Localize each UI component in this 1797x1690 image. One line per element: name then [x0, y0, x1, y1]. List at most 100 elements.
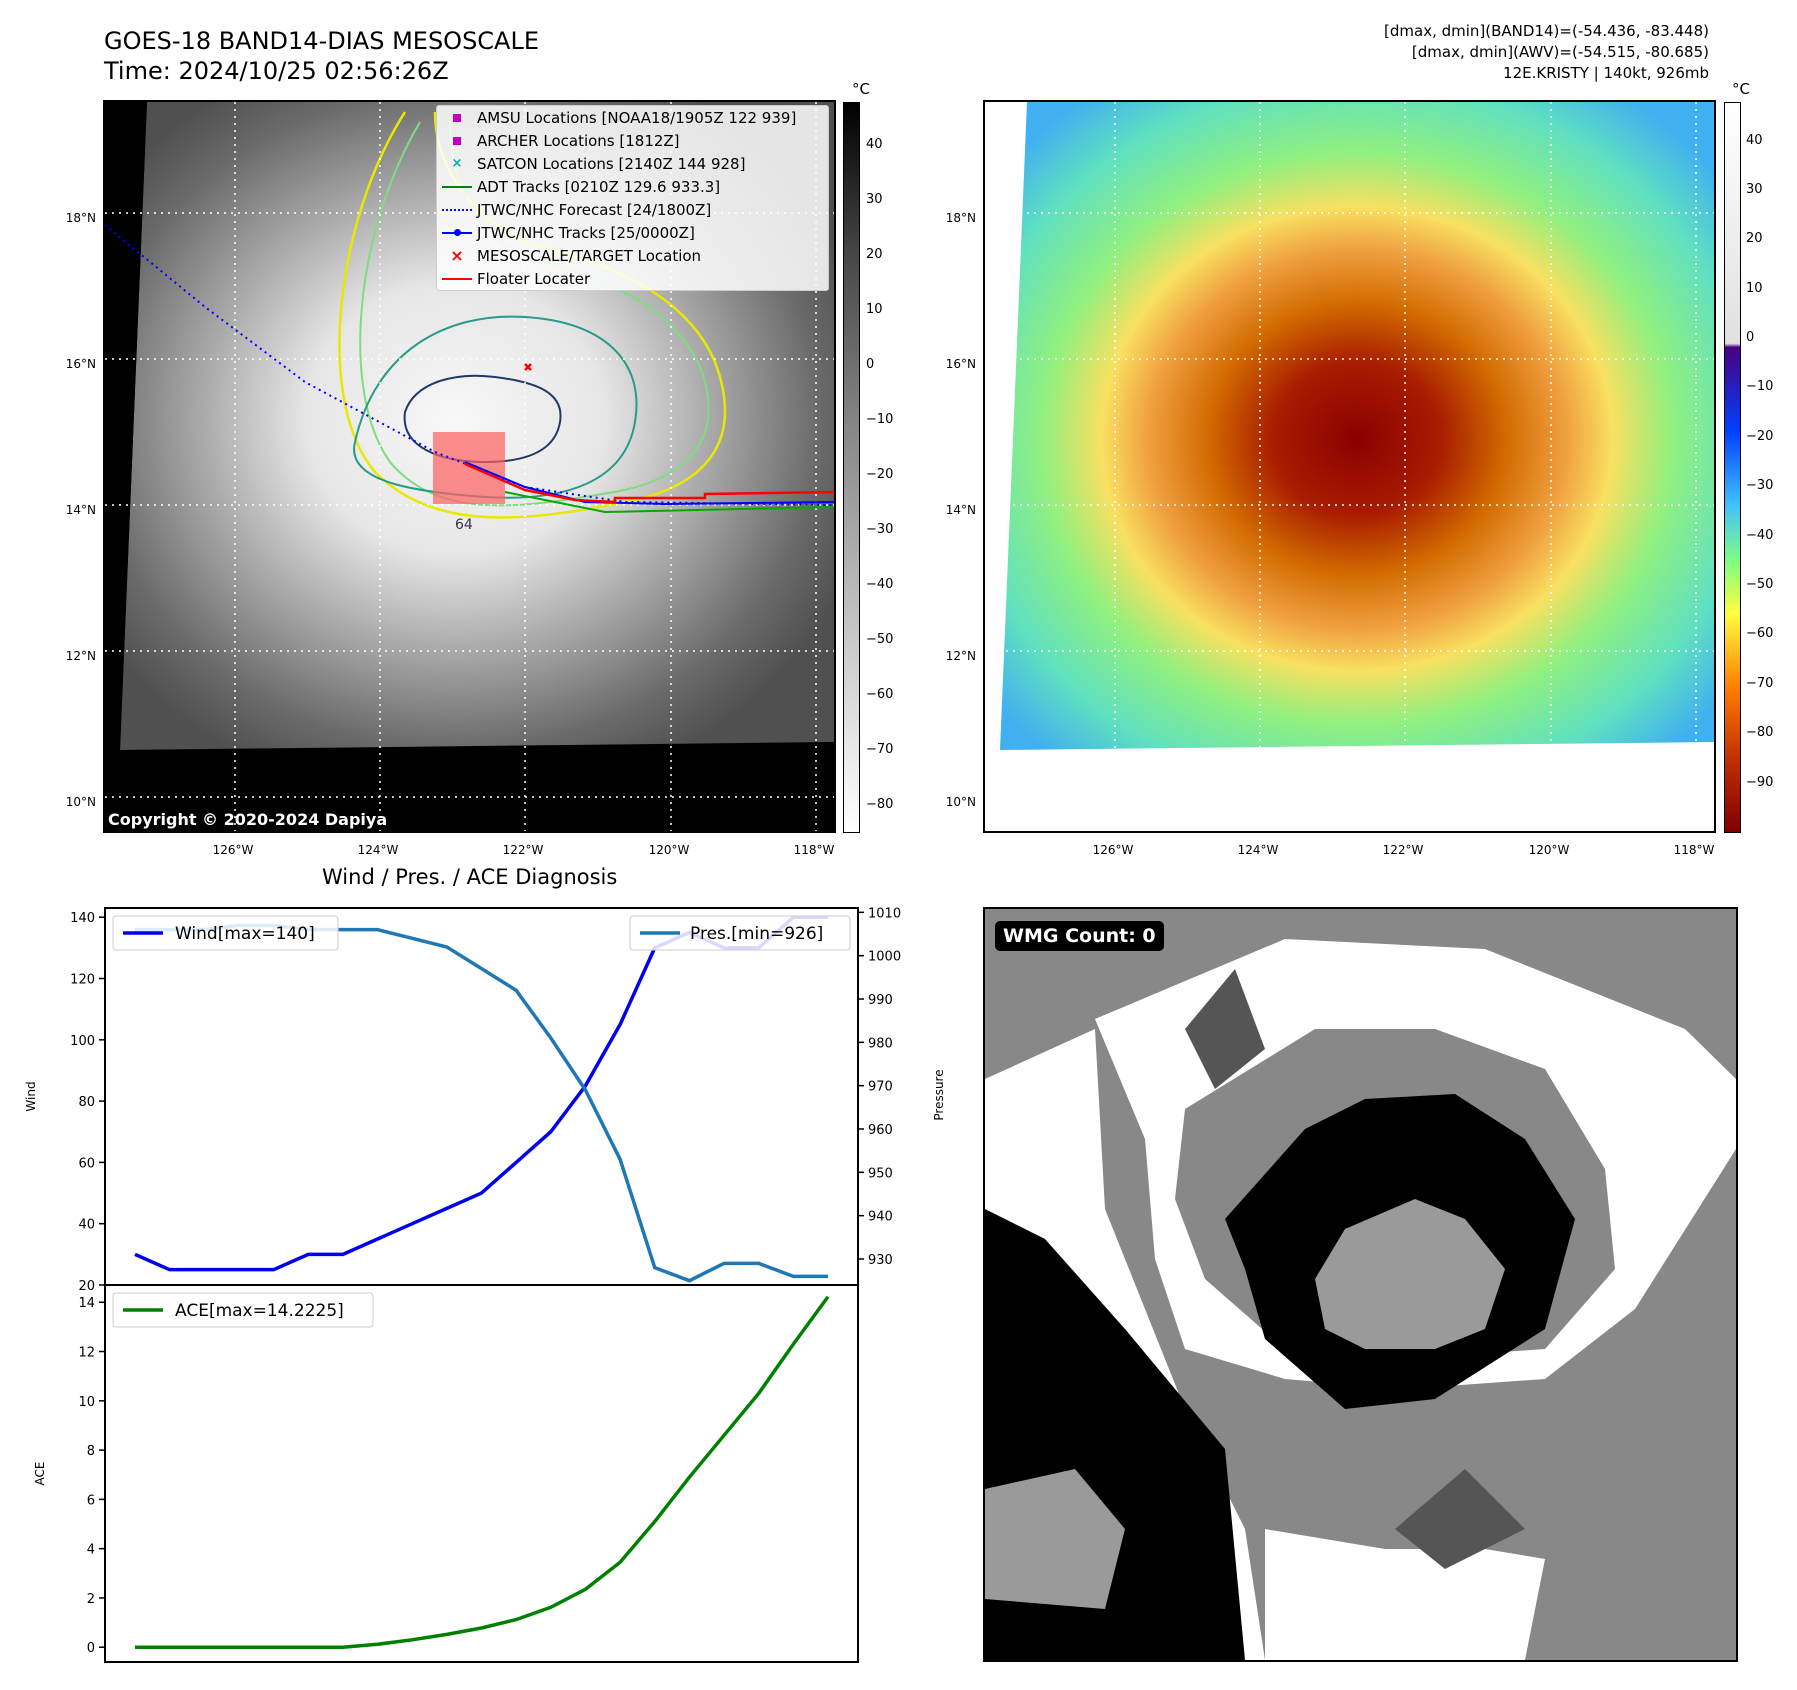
- left-colorbar-unit: °C: [852, 80, 870, 98]
- storm-info: 12E.KRISTY | 140kt, 926mb: [1503, 64, 1709, 82]
- lat-tick-label: 16°N: [65, 357, 96, 371]
- lat-tick-label: 14°N: [65, 503, 96, 517]
- right-colorbar-tick: −30: [1746, 478, 1774, 494]
- right-colorbar-tick: −20: [1746, 428, 1774, 444]
- left-colorbar-tick: 10: [866, 301, 883, 317]
- left-colorbar-tick: −80: [866, 796, 894, 812]
- pressure-axis-tick-label: 970: [868, 1080, 893, 1095]
- pressure-axis-tick-label: 950: [868, 1166, 893, 1181]
- lon-tick-label: 124°W: [357, 843, 399, 857]
- copyright-text: Copyright © 2020-2024 Dapiya: [108, 810, 388, 829]
- right-colorbar-tick: 40: [1746, 132, 1763, 148]
- left-colorbar-tick: −40: [866, 576, 894, 592]
- right-colorbar-tick: −70: [1746, 675, 1774, 691]
- ace-legend-label: ACE[max=14.2225]: [175, 1301, 344, 1321]
- diagnosis-chart: 2040608010012014093094095096097098099010…: [24, 906, 946, 1663]
- dotted-line-icon: [437, 208, 477, 211]
- lat-tick-label: 16°N: [945, 357, 976, 371]
- awv-map-image: [985, 102, 1714, 831]
- pressure-axis-tick-label: 990: [868, 993, 893, 1008]
- left-colorbar-tick: −10: [866, 411, 894, 427]
- lon-tick-label: 126°W: [1092, 843, 1134, 857]
- left-colorbar-tick: −60: [866, 686, 894, 702]
- wind-axis-tick-label: 100: [70, 1034, 95, 1049]
- wind-pressure-frame: [104, 907, 859, 1286]
- diagnosis-title: Wind / Pres. / ACE Diagnosis: [322, 865, 618, 889]
- wind-axis-tick-label: 60: [78, 1156, 95, 1171]
- awv-range: [dmax, dmin](AWV)=(-54.515, -80.685): [1411, 43, 1709, 61]
- lat-tick-label: 14°N: [945, 503, 976, 517]
- ace-axis-tick-label: 4: [87, 1543, 95, 1558]
- ace-axis-tick-label: 12: [78, 1346, 95, 1361]
- line-icon: [437, 277, 477, 280]
- right-colorbar-tick: 0: [1746, 330, 1755, 346]
- pressure-axis-tick-label: 940: [868, 1210, 893, 1225]
- wind-legend-label: Wind[max=140]: [175, 924, 315, 944]
- line-icon: [437, 185, 477, 188]
- lat-tick-label: 10°N: [945, 795, 976, 809]
- wmg-image: [985, 909, 1736, 1660]
- pressure-axis-tick-label: 930: [868, 1253, 893, 1268]
- left-colorbar-tick: −30: [866, 521, 894, 537]
- right-colorbar-tick: 20: [1746, 231, 1763, 247]
- right-colorbar-tick: 10: [1746, 280, 1763, 296]
- legend-item-satcon: × SATCON Locations [2140Z 144 928]: [437, 152, 828, 175]
- legend-item-amsu: AMSU Locations [NOAA18/1905Z 122 939]: [437, 106, 828, 129]
- ace-axis-tick-label: 0: [87, 1641, 95, 1656]
- legend-item-forecast: JTWC/NHC Forecast [24/1800Z]: [437, 198, 828, 221]
- pressure-axis-label: Pressure: [932, 1069, 946, 1120]
- line-dot-icon: [437, 228, 477, 236]
- ace-axis-tick-label: 10: [78, 1395, 95, 1410]
- lon-tick-label: 120°W: [648, 843, 690, 857]
- left-colorbar-tick: −50: [866, 631, 894, 647]
- lon-tick-label: 126°W: [212, 843, 254, 857]
- figure-time: Time: 2024/10/25 02:56:26Z: [104, 57, 449, 85]
- wmg-panel: WMG Count: 0: [983, 907, 1738, 1662]
- right-colorbar-tick: −80: [1746, 725, 1774, 741]
- x-marker-icon: ×: [451, 156, 463, 171]
- wind-axis-tick-label: 120: [70, 972, 95, 987]
- left-colorbar-tick: 0: [866, 356, 875, 372]
- pressure-axis-tick-label: 980: [868, 1036, 893, 1051]
- wind-axis-tick-label: 140: [70, 911, 95, 926]
- ace-frame: [104, 1284, 859, 1663]
- pressure-axis-tick-label: 960: [868, 1123, 893, 1138]
- legend-item-floater: Floater Locater: [437, 267, 828, 290]
- wind-axis-tick-label: 80: [78, 1095, 95, 1110]
- wind-axis-tick-label: 40: [78, 1218, 95, 1233]
- lon-tick-label: 118°W: [793, 843, 835, 857]
- figure-title: GOES-18 BAND14-DIAS MESOSCALE: [104, 27, 540, 55]
- band14-range: [dmax, dmin](BAND14)=(-54.436, -83.448): [1384, 22, 1709, 40]
- right-colorbar-tick: −10: [1746, 379, 1774, 395]
- wind-axis-tick-label: 20: [78, 1279, 95, 1294]
- right-colorbar-tick: −90: [1746, 774, 1774, 790]
- legend-item-target: × MESOSCALE/TARGET Location: [437, 244, 828, 267]
- lon-tick-label: 122°W: [1382, 843, 1424, 857]
- left-colorbar-tick: 30: [866, 191, 883, 207]
- legend-item-archer: ARCHER Locations [1812Z]: [437, 129, 828, 152]
- right-colorbar-tick: −40: [1746, 527, 1774, 543]
- pressure-axis-tick-label: 1010: [868, 906, 901, 921]
- lat-tick-label: 18°N: [65, 211, 96, 225]
- awv-map-panel: [983, 100, 1716, 833]
- wind-axis-label: Wind: [24, 1081, 38, 1111]
- lat-tick-label: 18°N: [945, 211, 976, 225]
- wmg-count-badge: WMG Count: 0: [995, 921, 1164, 951]
- left-colorbar-tick: −20: [866, 466, 894, 482]
- lat-tick-label: 12°N: [65, 649, 96, 663]
- right-colorbar-tick: −60: [1746, 626, 1774, 642]
- right-colorbar-tick: 30: [1746, 181, 1763, 197]
- pressure-series-line: [135, 923, 828, 1283]
- wind-legend-box: [112, 915, 339, 951]
- square-marker-icon: [437, 113, 477, 122]
- ace-axis-tick-label: 8: [87, 1444, 95, 1459]
- lat-tick-label: 10°N: [65, 795, 96, 809]
- right-colorbar: [1724, 102, 1741, 833]
- pressure-axis-tick-label: 1000: [868, 950, 901, 965]
- pressure-legend-box: [629, 915, 851, 951]
- legend-item-tracks: JTWC/NHC Tracks [25/0000Z]: [437, 221, 828, 244]
- map-legend: AMSU Locations [NOAA18/1905Z 122 939] AR…: [436, 105, 829, 291]
- left-colorbar-tick: 40: [866, 136, 883, 152]
- ace-legend-box: [112, 1292, 374, 1328]
- ace-series-line: [135, 1295, 830, 1649]
